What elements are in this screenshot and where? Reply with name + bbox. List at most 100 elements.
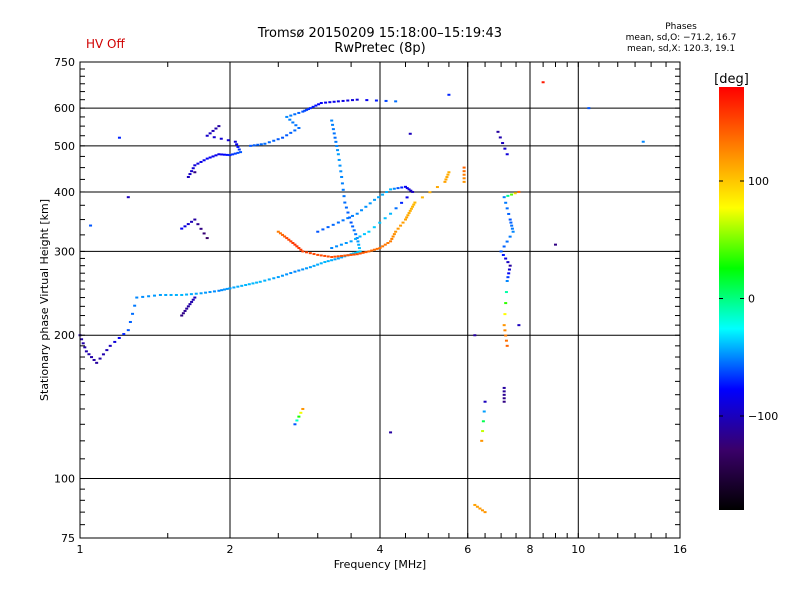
echo-point (185, 307, 189, 310)
echo-point (381, 193, 385, 196)
echo-point (498, 136, 502, 139)
echo-point (295, 419, 299, 422)
echo-point (504, 339, 508, 342)
echo-point (267, 141, 271, 144)
echo-point (346, 254, 350, 257)
echo-point (344, 242, 348, 245)
echo-point (291, 121, 295, 124)
x-axis-label: Frequency [MHz] (334, 558, 426, 571)
echo-point (399, 224, 403, 227)
echo-point (502, 397, 506, 400)
phase-stats-x-mode: mean, sd,X: 120.3, 19.1 (626, 44, 736, 54)
echo-point (316, 230, 320, 233)
echo-point (236, 151, 240, 154)
echo-point (428, 191, 432, 194)
echo-point (236, 285, 240, 288)
echo-point (332, 132, 336, 135)
echo-point (205, 237, 209, 240)
x-tick-label: 4 (377, 543, 384, 556)
echo-point (278, 232, 282, 235)
echo-point (190, 300, 194, 303)
echo-point (405, 187, 409, 190)
echo-point (508, 218, 512, 221)
echo-point (386, 242, 390, 245)
echo-point (405, 216, 409, 219)
echo-point (406, 214, 410, 217)
echo-point (505, 344, 509, 347)
echo-point (367, 250, 371, 253)
echo-point (169, 293, 173, 296)
echo-point (222, 288, 226, 291)
echo-point (276, 138, 280, 141)
echo-point (324, 101, 328, 104)
echo-point (384, 99, 388, 102)
echo-point (481, 420, 485, 423)
echo-point (126, 196, 130, 199)
echo-point (95, 361, 99, 364)
echo-point (443, 180, 447, 183)
x-tick-label: 1 (77, 543, 84, 556)
echo-point (383, 243, 387, 246)
echo-point (356, 251, 360, 254)
echo-point (435, 186, 439, 189)
echo-point (354, 251, 358, 254)
echo-point (84, 350, 88, 353)
echo-point (403, 185, 407, 188)
echo-point (403, 218, 407, 221)
echo-point (473, 334, 477, 337)
colorbar-gradient (719, 87, 744, 510)
echo-point (505, 207, 509, 210)
echo-point (194, 292, 198, 295)
echo-point (368, 202, 372, 205)
echo-point (333, 258, 337, 261)
echo-point (299, 248, 303, 251)
echo-point (377, 196, 381, 199)
echo-point (219, 137, 223, 140)
echo-point (183, 309, 187, 312)
echo-point (92, 358, 96, 361)
plot-grid (80, 62, 680, 538)
echo-point (272, 277, 276, 280)
echo-point (174, 293, 178, 296)
echo-point (297, 247, 301, 250)
echo-point (331, 223, 335, 226)
echo-point (293, 243, 297, 246)
echo-point (502, 245, 506, 248)
y-tick-label: 300 (54, 245, 75, 258)
echo-point (400, 186, 404, 189)
echo-point (199, 160, 203, 163)
echo-point (295, 245, 299, 248)
echo-point (400, 201, 404, 204)
echo-point (409, 189, 413, 192)
echo-point (89, 224, 93, 227)
echo-point (133, 304, 137, 307)
echo-point (331, 128, 335, 131)
echo-point (372, 248, 376, 251)
chart-subtitle: RwPretec (8p) (334, 41, 426, 56)
echo-point (346, 217, 350, 220)
echo-point (506, 194, 510, 197)
echo-point (255, 281, 259, 284)
echo-point (349, 253, 353, 256)
echo-point (186, 223, 190, 226)
echo-point (334, 140, 338, 143)
echo-point (360, 209, 364, 212)
echo-point (346, 99, 350, 102)
echo-point (193, 296, 197, 299)
echo-point (462, 177, 466, 180)
echo-point (293, 113, 297, 116)
echo-point (499, 250, 503, 253)
echo-point (502, 393, 506, 396)
echo-point (301, 110, 305, 113)
echo-point (505, 153, 509, 156)
echo-point (208, 156, 212, 159)
echo-point (510, 193, 514, 196)
echo-point (281, 233, 285, 236)
echo-point (389, 188, 393, 191)
echo-point (409, 207, 413, 210)
echo-point (312, 264, 316, 267)
echo-point (101, 353, 105, 356)
echo-point (328, 101, 332, 104)
echo-point (346, 211, 350, 214)
echo-point (510, 227, 514, 230)
